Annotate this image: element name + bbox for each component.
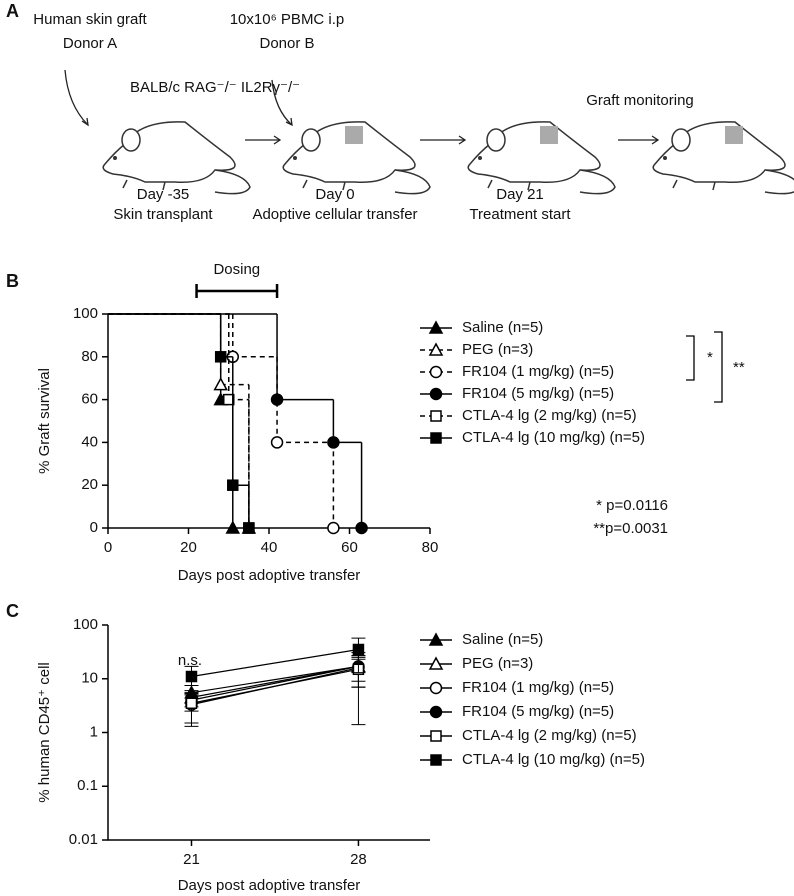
x-axis-title: Days post adoptive transfer [178,877,361,894]
legend-marker [430,410,442,422]
legend-label: FR104 (1 mg/kg) (n=5) [462,679,614,696]
legend-marker [428,656,444,670]
y-tick-label: 40 [81,433,98,450]
marker [213,377,228,391]
series-line [191,665,359,694]
y-axis-title: % Graft survival [36,368,53,474]
marker [243,522,255,534]
donor-text: 10x10⁶ PBMC i.p [230,11,345,28]
dosing-bar [195,284,279,298]
marker [327,521,340,535]
x-tick-label: 80 [422,539,439,556]
marker [352,643,365,656]
significance-label: * [707,349,713,366]
legend-marker [430,754,442,766]
legend-label: CTLA-4 lg (2 mg/kg) (n=5) [462,727,637,744]
x-tick-label: 0 [104,539,112,556]
x-tick-label: 28 [350,851,367,868]
donor-text: Donor A [63,35,117,52]
legend-label: CTLA-4 lg (10 mg/kg) (n=5) [462,751,645,768]
p-value: **p=0.0031 [593,520,668,537]
y-tick-label: 0.01 [69,831,98,848]
arrows [64,69,660,145]
x-tick-label: 40 [261,539,278,556]
legend-label: FR104 (5 mg/kg) (n=5) [462,385,614,402]
legend-label: PEG (n=3) [462,341,533,358]
legend-label: CTLA-4 lg (2 mg/kg) (n=5) [462,407,637,424]
event-text: Adoptive cellular transfer [252,206,417,223]
day-text: Day 21 [496,186,544,203]
significance-brackets [686,331,723,403]
marker [223,393,235,406]
donor-text: Human skin graft [33,11,147,28]
legend-marker [428,320,444,334]
strain-text: BALB/c RAG⁻/⁻ IL2Rγ⁻/⁻ [130,79,300,96]
marker [327,436,340,449]
axes [107,314,430,529]
x-axis-title: Days post adoptive transfer [178,567,361,584]
mice [102,121,794,195]
annotation: n.s. [178,652,202,669]
axes [107,625,430,841]
x-tick-label: 60 [341,539,358,556]
panel-label: B [6,271,19,291]
legend-marker [429,681,443,695]
legend-marker [428,632,444,646]
marker [185,670,198,683]
significance-label: ** [733,359,745,376]
legend-label: FR104 (1 mg/kg) (n=5) [462,363,614,380]
marker [214,351,227,363]
legend-marker [428,342,444,356]
event-text: Treatment start [469,206,571,223]
event-text: Skin transplant [113,206,213,223]
series-line [191,648,359,678]
marker [270,393,284,406]
series-line [191,665,359,701]
y-tick-label: 20 [81,476,98,493]
y-tick-label: 10 [81,670,98,687]
dosing-label: Dosing [213,261,260,278]
x-tick-label: 21 [183,851,200,868]
monitoring-text: Graft monitoring [586,92,694,109]
series-line [191,668,359,704]
x-tick-label: 20 [180,539,197,556]
legend-label: FR104 (5 mg/kg) (n=5) [462,703,614,720]
y-tick-label: 0.1 [77,777,98,794]
marker [225,520,241,534]
legend-label: PEG (n=3) [462,655,533,672]
y-tick-label: 100 [73,616,98,633]
legend-marker [429,387,443,401]
y-axis-title: % human CD45⁺ cell [36,662,53,802]
day-text: Day 0 [315,186,354,203]
y-tick-label: 100 [73,305,98,322]
marker [227,479,239,491]
marker [185,697,198,710]
marker [270,436,284,449]
legend-label: Saline (n=5) [462,319,543,336]
marker [355,521,368,535]
panel-label: A [6,1,19,21]
legend-label: Saline (n=5) [462,631,543,648]
legend-marker [430,730,442,742]
donor-text: Donor B [259,35,314,52]
y-tick-label: 0 [90,519,98,536]
legend-marker [430,432,442,444]
y-tick-label: 1 [90,723,98,740]
legend-marker [429,705,443,719]
y-tick-label: 80 [81,348,98,365]
y-tick-label: 60 [81,391,98,408]
day-text: Day -35 [137,186,190,203]
legend-marker [429,365,443,379]
legend-label: CTLA-4 lg (10 mg/kg) (n=5) [462,429,645,446]
panel-label: C [6,601,19,621]
p-value: * p=0.0116 [596,497,668,514]
